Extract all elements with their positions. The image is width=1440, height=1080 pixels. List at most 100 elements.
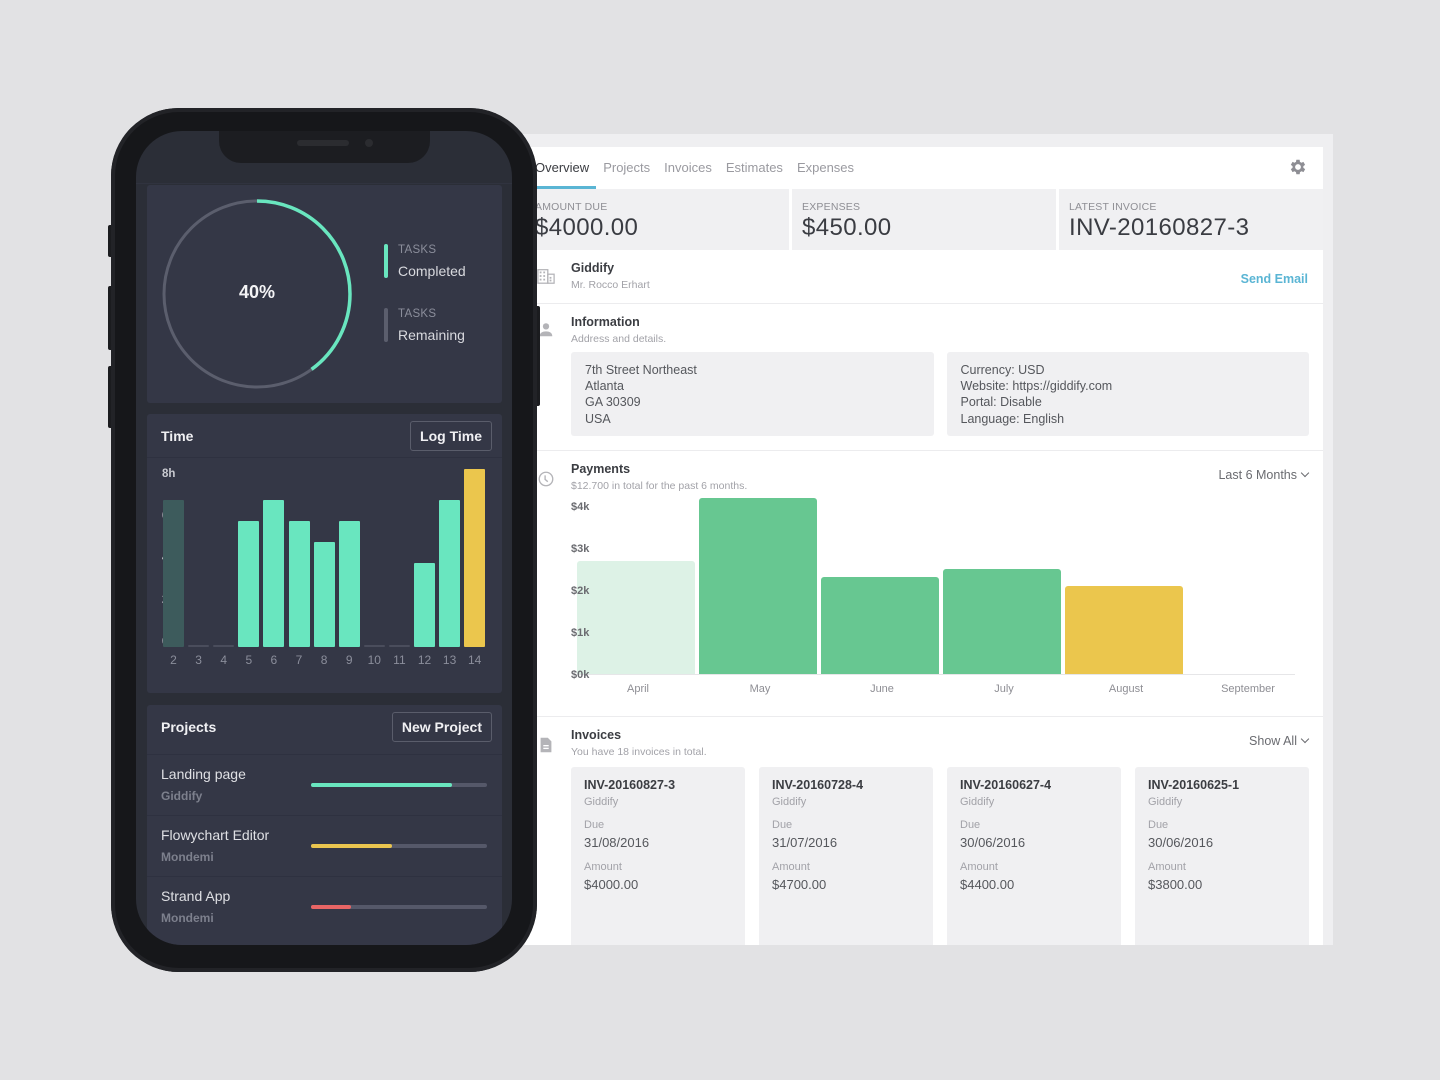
time-bar[interactable] xyxy=(414,563,435,647)
due-date: 31/07/2016 xyxy=(772,835,838,850)
project-client: Giddify xyxy=(161,789,203,803)
invoice-cards: INV-20160827-3 Giddify Due 31/08/2016 Am… xyxy=(571,767,1309,945)
project-progress-fill xyxy=(311,844,392,848)
range-dropdown[interactable]: Last 6 Months xyxy=(1218,468,1310,482)
project-row[interactable]: Landing page Giddify xyxy=(147,754,502,815)
time-bar[interactable] xyxy=(363,645,385,647)
invoice-client: Giddify xyxy=(960,796,995,808)
time-bar[interactable] xyxy=(288,521,310,647)
document-icon xyxy=(540,737,552,753)
send-email-link[interactable]: Send Email xyxy=(1240,272,1308,286)
payment-bar[interactable] xyxy=(699,497,817,674)
amount-value: $4700.00 xyxy=(772,877,827,892)
payment-bar[interactable] xyxy=(1065,585,1183,674)
project-client: Mondemi xyxy=(161,850,214,864)
range-label: Last 6 Months xyxy=(1218,468,1297,482)
time-bar[interactable] xyxy=(238,521,260,647)
x-axis-label: June xyxy=(870,683,894,695)
stat-label: AMOUNT DUE xyxy=(535,201,608,213)
project-progress-bar xyxy=(311,783,487,787)
phone-screen: 40% TASKS Completed TASKS Remaining Time… xyxy=(136,131,512,945)
project-row[interactable]: Strand App Mondemi xyxy=(147,876,502,937)
x-axis-label: 3 xyxy=(195,653,202,667)
payment-bar[interactable] xyxy=(943,569,1061,674)
invoice-id: INV-20160627-4 xyxy=(960,778,1052,792)
project-name: Landing page xyxy=(161,766,246,782)
project-progress-fill xyxy=(311,905,352,909)
invoice-card[interactable]: INV-20160728-4 Giddify Due 31/07/2016 Am… xyxy=(759,767,933,945)
invoice-client: Giddify xyxy=(772,796,807,808)
chevron-down-icon xyxy=(1300,468,1310,478)
project-row[interactable]: Flowychart Editor Mondemi xyxy=(147,815,502,876)
y-axis-label: 8h xyxy=(162,468,176,480)
project-progress-fill xyxy=(311,783,452,787)
tasks-percent: 40% xyxy=(238,282,276,302)
information-subtitle: Address and details. xyxy=(571,333,667,345)
gear-icon[interactable] xyxy=(1288,157,1308,177)
x-axis-label: 7 xyxy=(295,653,303,667)
address-line: 7th Street Northeast xyxy=(585,363,697,377)
tab-projects[interactable]: Projects xyxy=(603,160,651,175)
stat-amount-due: AMOUNT DUE $4000.00 xyxy=(525,189,792,250)
tab-overview[interactable]: Overview xyxy=(525,147,597,189)
detail-language: Language: English xyxy=(960,411,1065,426)
person-icon xyxy=(539,323,553,337)
time-bar[interactable] xyxy=(263,500,285,647)
time-chart: 0h2h4h6h8h234567891011121314 xyxy=(147,458,502,693)
time-bar[interactable] xyxy=(213,645,235,647)
stat-value: $450.00 xyxy=(802,214,892,241)
detail-currency: Currency: USD xyxy=(960,363,1045,377)
time-bar[interactable] xyxy=(338,521,360,647)
y-axis-label: $2k xyxy=(571,585,590,597)
due-label: Due xyxy=(584,819,605,831)
x-axis-label: 4 xyxy=(220,653,228,667)
phone-notch xyxy=(219,131,430,163)
x-axis-label: 11 xyxy=(393,653,406,667)
time-bar[interactable] xyxy=(188,645,210,647)
info-boxes: 7th Street Northeast Atlanta GA 30309 US… xyxy=(571,352,1309,450)
time-bar[interactable] xyxy=(464,468,486,647)
time-bar[interactable] xyxy=(313,542,335,647)
completed-label: Completed xyxy=(398,263,466,279)
completed-small-label: TASKS xyxy=(398,244,437,256)
x-axis-label: 12 xyxy=(417,653,432,667)
remaining-small-label: TASKS xyxy=(398,308,437,320)
address-line: USA xyxy=(585,411,611,426)
invoice-card[interactable]: INV-20160625-1 Giddify Due 30/06/2016 Am… xyxy=(1135,767,1309,945)
show-all-dropdown[interactable]: Show All xyxy=(1249,734,1310,748)
invoice-client: Giddify xyxy=(1148,796,1183,808)
detail-portal: Portal: Disable xyxy=(960,395,1042,410)
invoices-subtitle: You have 18 invoices in total. xyxy=(571,746,707,758)
x-axis-label: 13 xyxy=(442,653,457,667)
invoice-card[interactable]: INV-20160627-4 Giddify Due 30/06/2016 Am… xyxy=(947,767,1121,945)
tab-estimates[interactable]: Estimates xyxy=(725,160,783,175)
y-axis-label: $3k xyxy=(571,543,590,555)
due-date: 30/06/2016 xyxy=(960,835,1026,850)
payments-bars xyxy=(577,494,1295,674)
payment-bar[interactable] xyxy=(821,577,939,674)
information-title: Information xyxy=(571,315,640,329)
time-bar[interactable] xyxy=(388,645,410,647)
x-axis-label: 6 xyxy=(270,653,278,667)
time-bar[interactable] xyxy=(439,500,461,647)
x-axis-label: May xyxy=(749,683,771,695)
stat-expenses: EXPENSES $450.00 xyxy=(792,189,1059,250)
due-label: Due xyxy=(1148,819,1169,831)
projects-list: Landing page Giddify Flowychart Editor M… xyxy=(147,754,502,937)
y-axis-label: $0k xyxy=(571,669,590,681)
time-bar[interactable] xyxy=(163,500,184,647)
stat-label: LATEST INVOICE xyxy=(1069,201,1157,213)
due-label: Due xyxy=(960,819,981,831)
due-date: 30/06/2016 xyxy=(1148,835,1214,850)
stats-bar: AMOUNT DUE $4000.00 EXPENSES $450.00 LAT… xyxy=(525,189,1323,250)
log-time-button[interactable]: Log Time xyxy=(410,420,492,451)
x-axis-label: 9 xyxy=(345,653,353,667)
client-section: Giddify Mr. Rocco Erhart Send Email xyxy=(525,250,1323,304)
tab-expenses[interactable]: Expenses xyxy=(796,160,855,175)
invoice-card[interactable]: INV-20160827-3 Giddify Due 31/08/2016 Am… xyxy=(571,767,745,945)
tab-invoices[interactable]: Invoices xyxy=(664,160,712,175)
payment-bar[interactable] xyxy=(577,560,695,674)
new-project-button[interactable]: New Project xyxy=(391,712,492,742)
phone-camera xyxy=(365,139,373,147)
x-axis-label: July xyxy=(994,683,1014,695)
